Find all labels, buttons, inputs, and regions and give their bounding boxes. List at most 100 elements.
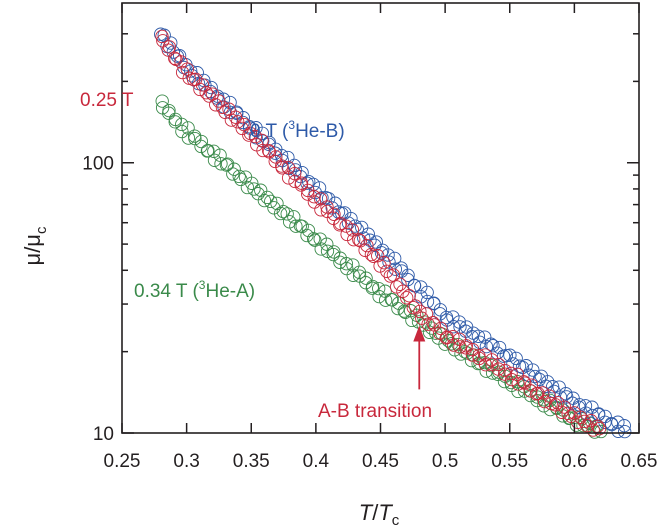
data-point (162, 103, 176, 118)
plot-frame (121, 2, 640, 434)
data-point (551, 396, 565, 410)
data-point (256, 143, 270, 158)
data-point (518, 376, 532, 390)
data-point (207, 144, 221, 158)
data-point (359, 271, 373, 285)
data-point (308, 233, 322, 247)
data-point (503, 348, 517, 362)
data-point (611, 415, 625, 429)
data-point (245, 176, 259, 190)
data-point (499, 348, 513, 363)
data-point (523, 384, 537, 398)
data-point (345, 223, 360, 237)
x-tick-label: 0.4 (303, 451, 330, 472)
data-point (212, 94, 226, 108)
data-point (578, 399, 593, 413)
data-point (200, 144, 215, 158)
data-point (313, 232, 327, 246)
data-point (453, 340, 467, 354)
data-point (301, 187, 315, 201)
x-tick-label: 0.35 (233, 451, 270, 472)
data-point (492, 340, 507, 355)
data-point (380, 264, 394, 278)
data-point (439, 331, 453, 345)
data-point (247, 182, 261, 196)
data-point (288, 174, 302, 189)
data-point (276, 204, 290, 219)
data-point (388, 262, 403, 276)
data-point (486, 339, 500, 353)
data-point (446, 330, 460, 344)
data-point (213, 148, 227, 162)
data-point (419, 307, 434, 321)
data-point (180, 62, 194, 76)
data-point (511, 377, 525, 391)
data-point (541, 375, 555, 389)
y-tick-label: 100 (82, 154, 114, 175)
data-point (242, 128, 256, 142)
data-point (557, 400, 572, 414)
data-point (328, 196, 342, 210)
axis-ticks (121, 3, 640, 434)
data-point (366, 249, 381, 263)
data-point (425, 321, 439, 335)
data-point (320, 200, 334, 214)
x-tick-label: 0.25 (104, 451, 141, 472)
data-point (378, 293, 393, 307)
y-tick-label: 10 (93, 424, 114, 445)
data-point (519, 359, 533, 373)
data-point (617, 419, 631, 433)
data-point (504, 366, 518, 381)
data-point (181, 121, 195, 135)
data-point (222, 102, 236, 116)
data-point (224, 113, 239, 127)
data-point (327, 207, 341, 221)
data-point (377, 256, 391, 270)
data-point (405, 313, 419, 328)
data-point (485, 353, 499, 367)
arrow-head (413, 325, 426, 342)
data-point (254, 183, 268, 197)
data-point (301, 223, 316, 238)
data-point (561, 406, 575, 420)
data-point (306, 232, 321, 246)
data-point (257, 193, 272, 208)
data-point (184, 64, 198, 78)
data-point (181, 131, 196, 145)
data-point (175, 117, 189, 132)
data-point (364, 247, 379, 262)
data-point (214, 157, 228, 171)
data-point (536, 386, 550, 400)
x-tick-label: 0.5 (432, 451, 458, 472)
data-point (484, 358, 498, 373)
data-point (347, 233, 361, 247)
y-axis-title: μ/μc (20, 226, 50, 265)
data-point (195, 78, 210, 92)
data-point (592, 421, 607, 436)
data-point (524, 378, 539, 392)
data-point (509, 351, 523, 366)
data-point (413, 304, 427, 319)
x-tick-label: 0.6 (561, 451, 587, 472)
data-point (372, 281, 386, 296)
data-point (381, 248, 395, 262)
data-point (201, 143, 215, 158)
data-point (194, 134, 209, 149)
data-point (586, 423, 600, 437)
data-point (264, 194, 278, 209)
data-point (365, 279, 380, 294)
data-point (204, 80, 218, 95)
data-point (248, 129, 263, 144)
data-point (209, 98, 223, 112)
data-point (275, 161, 289, 175)
data-point (313, 192, 328, 206)
data-point (465, 348, 480, 362)
x-tick-label: 0.55 (491, 451, 528, 472)
data-point (484, 337, 498, 351)
data-point (288, 166, 302, 181)
data-point (300, 228, 314, 243)
data-point (400, 291, 414, 305)
data-point (346, 268, 360, 282)
data-point (333, 218, 347, 232)
